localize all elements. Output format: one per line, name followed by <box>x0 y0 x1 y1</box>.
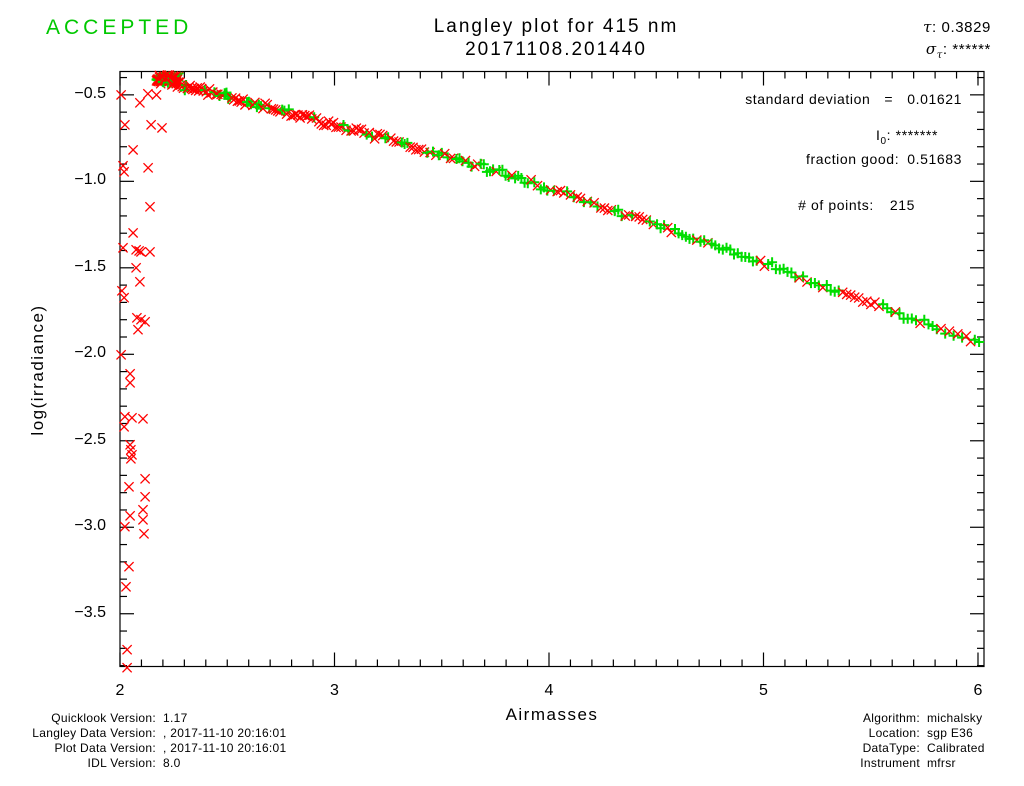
footer-value: Calibrated <box>927 741 985 755</box>
footer-value: 8.0 <box>163 756 181 770</box>
sigma-subscript: τ <box>936 50 943 61</box>
axis-ticks <box>119 70 985 668</box>
x-tick-label: 3 <box>330 682 339 699</box>
fraction-value: 0.51683 <box>907 151 962 167</box>
plot-title-line2: 20171108.201440 <box>465 39 647 60</box>
x-tick-label: 5 <box>759 682 768 699</box>
footer-value: mfrsr <box>927 756 956 770</box>
footer-row: DataType: Calibrated <box>828 741 985 756</box>
x-tick-label: 4 <box>544 682 554 699</box>
footer-row: Quicklook Version: 1.17 <box>6 711 287 726</box>
x-axis-label: Airmasses <box>505 705 599 724</box>
y-tick-label: −3.5 <box>74 603 106 621</box>
footer-label: Instrument <box>860 756 920 770</box>
footer-label: Plot Data Version: <box>54 741 156 755</box>
footer-row: IDL Version: 8.0 <box>6 756 287 771</box>
sigma-value: : ****** <box>942 41 991 58</box>
y-tick-label: −2.5 <box>74 430 106 448</box>
status-accepted-label: ACCEPTED <box>46 16 193 39</box>
y-tick-label: −1.5 <box>74 257 106 275</box>
scatter-markers <box>116 69 985 673</box>
i0-stat: I0: ******* <box>876 127 938 147</box>
footer-row: Instrument mfrsr <box>828 756 985 771</box>
footer-value: , 2017-11-10 20:16:01 <box>163 741 287 755</box>
x-tick-label: 6 <box>973 682 983 699</box>
footer-row: Langley Data Version: , 2017-11-10 20:16:… <box>6 726 287 741</box>
tau-symbol: τ <box>923 18 932 36</box>
tau-value: : 0.3829 <box>931 19 991 36</box>
y-tick-label: −3.0 <box>74 517 106 535</box>
y-tick-label: −0.5 <box>74 84 106 102</box>
standard-deviation-stat: standard deviation = 0.01621 <box>745 91 962 107</box>
footer-version-info: Quicklook Version: 1.17 Langley Data Vers… <box>6 711 287 771</box>
points-label: # of points: <box>798 197 874 213</box>
footer-label: Langley Data Version: <box>32 726 156 740</box>
num-points-stat: # of points: 215 <box>798 197 915 213</box>
y-axis-label: log(irradiance) <box>28 304 47 436</box>
plot-title: Langley plot for 415 nm 20171108.201440 <box>434 15 679 61</box>
footer-label: Algorithm: <box>862 711 920 725</box>
y-tick-label: −1.0 <box>74 171 106 189</box>
std-label: standard deviation <box>745 91 871 107</box>
std-equals: = <box>884 91 894 107</box>
x-tick-label: 2 <box>115 682 125 699</box>
i0-value: : ******* <box>886 127 938 143</box>
footer-row: Algorithm: michalsky <box>828 711 985 726</box>
footer-value: 1.17 <box>163 711 188 725</box>
footer-label: Quicklook Version: <box>51 711 156 725</box>
plot-box <box>119 70 985 668</box>
y-tick-label: −2.0 <box>74 344 106 362</box>
std-value: 0.01621 <box>907 91 962 107</box>
points-value: 215 <box>889 197 915 213</box>
plot-title-line1: Langley plot for 415 nm <box>433 16 679 37</box>
fraction-label: fraction good: <box>805 151 900 167</box>
footer-label: DataType: <box>862 741 920 755</box>
footer-instrument-info: Algorithm: michalsky Location: sgp E36 Dat… <box>828 711 985 771</box>
footer-row: Plot Data Version: , 2017-11-10 20:16:01 <box>6 741 287 756</box>
footer-value: sgp E36 <box>927 726 974 740</box>
sigma-symbol: σ <box>925 40 937 58</box>
i0-subscript: 0 <box>880 135 887 147</box>
footer-label: IDL Version: <box>87 756 156 770</box>
footer-label: Location: <box>868 726 920 740</box>
footer-value: michalsky <box>927 711 983 725</box>
tau-stat: τ: 0.3829 <box>923 18 991 36</box>
footer-value: , 2017-11-10 20:16:01 <box>163 726 287 740</box>
footer-row: Location: sgp E36 <box>828 726 985 741</box>
i0-base: I <box>876 127 881 143</box>
fraction-good-stat: fraction good: 0.51683 <box>806 151 962 167</box>
sigma-tau-stat: στ: ****** <box>926 40 991 61</box>
